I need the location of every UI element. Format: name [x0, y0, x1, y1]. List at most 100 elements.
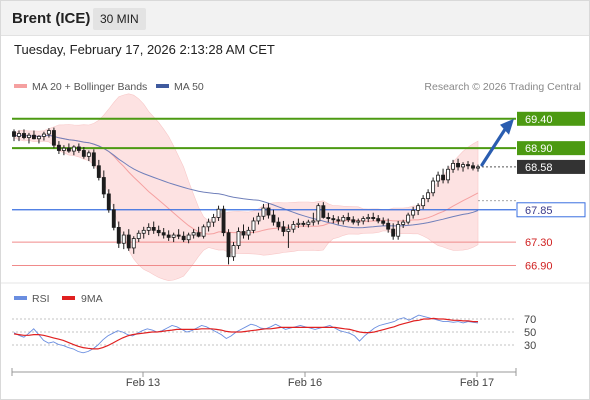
candle-body: [156, 229, 161, 234]
candle-body: [231, 245, 236, 258]
candle-body: [421, 198, 426, 207]
candle-body: [446, 168, 451, 181]
candle-body: [246, 229, 251, 236]
candle-body: [216, 208, 221, 218]
resistance-1-tag: [517, 141, 585, 156]
candle-body: [271, 214, 276, 223]
rsi-ma-legend-swatch: [62, 296, 75, 300]
candle-body: [196, 232, 201, 237]
candle-body: [276, 221, 281, 228]
candle-body: [71, 146, 76, 152]
candle-body: [381, 220, 386, 224]
candle-body: [211, 217, 216, 223]
rsi-ma-legend-label: 9MA: [81, 293, 103, 305]
candle-body: [346, 217, 351, 221]
candle-body: [296, 222, 301, 225]
ma50-legend-swatch: [156, 84, 169, 88]
research-credit: Research © 2026 Trading Central: [424, 81, 581, 93]
candle-body: [206, 221, 211, 228]
candle-body: [12, 131, 16, 137]
candle-body: [236, 231, 241, 246]
candle-body: [111, 209, 116, 228]
rsi-pane: [13, 314, 479, 354]
candle-body: [151, 226, 156, 231]
candle-body: [181, 235, 186, 241]
forecast-arrow-head: [500, 118, 514, 135]
candle-body: [401, 221, 406, 225]
candle-body: [226, 232, 231, 258]
pivot-label: 67.85: [525, 205, 553, 217]
x-axis: Feb 13 Feb 16 Feb 17: [11, 368, 517, 389]
candle-body: [371, 217, 376, 219]
rsi-legend-label: RSI: [32, 293, 50, 305]
candle-body: [306, 221, 311, 225]
ma20-legend-label: MA 20 + Bollinger Bands: [32, 81, 147, 93]
resistance-1-label: 68.90: [525, 143, 553, 155]
last-price-label: 68.58: [525, 162, 553, 174]
candle-body: [286, 228, 291, 232]
candle-body: [256, 215, 261, 222]
candle-body: [456, 163, 460, 168]
forecast-arrow-shaft: [480, 126, 508, 167]
candle-body: [341, 217, 346, 222]
candle-body: [356, 220, 361, 223]
candle-body: [126, 234, 131, 249]
support-1-label: 67.30: [525, 237, 553, 249]
candle-body: [221, 208, 226, 234]
instrument-title: Brent (ICE): [12, 10, 91, 27]
candle-body: [176, 234, 181, 237]
candle-body: [461, 164, 465, 168]
candle-body: [27, 134, 31, 138]
candle-body: [91, 152, 96, 167]
candle-body: [22, 133, 26, 138]
candle-body: [131, 238, 136, 249]
candle-body: [261, 207, 266, 217]
rsi-ma-line: [13, 317, 478, 350]
candle-body: [321, 205, 326, 218]
rsi-tick-label: 50: [524, 327, 536, 339]
candle-body: [241, 231, 246, 236]
x-tick-label: Feb 16: [288, 377, 322, 389]
candle-body: [331, 218, 336, 221]
candle-body: [471, 165, 475, 169]
candle-body: [141, 229, 146, 234]
candle-body: [166, 234, 171, 238]
candle-body: [376, 218, 381, 222]
candle-body: [36, 135, 41, 140]
timestamp: Tuesday, February 17, 2026 2:13:28 AM CE…: [14, 42, 275, 57]
ma50-legend-label: MA 50: [174, 81, 204, 93]
candle-body: [171, 234, 176, 238]
candle-body: [301, 222, 306, 225]
candlesticks: [12, 127, 480, 265]
support-2-label: 66.90: [525, 261, 553, 273]
candle-body: [136, 232, 141, 239]
rsi-tick-label: 30: [524, 340, 536, 352]
candle-body: [426, 192, 431, 200]
timeframe-badge[interactable]: 30 MIN: [93, 8, 146, 30]
candle-body: [56, 144, 61, 151]
candle-body: [66, 147, 71, 152]
candle-body: [146, 226, 151, 231]
candle-body: [406, 214, 411, 223]
candle-body: [291, 224, 296, 230]
moving-averages: [13, 134, 479, 235]
candle-body: [281, 226, 286, 232]
candle-body: [106, 193, 111, 211]
candle-body: [266, 207, 271, 216]
candle-body: [336, 219, 341, 222]
candle-body: [251, 220, 256, 231]
candle-body: [326, 217, 331, 219]
candle-body: [201, 226, 206, 237]
x-tick-label: Feb 13: [126, 377, 160, 389]
candle-body: [416, 205, 421, 211]
rsi-line: [13, 314, 479, 354]
candle-body: [191, 232, 196, 236]
candle-body: [32, 134, 36, 140]
resistance-2-label: 69.40: [525, 114, 553, 126]
candle-body: [61, 147, 66, 151]
candle-body: [316, 205, 321, 222]
ma50-line: [13, 134, 479, 229]
candle-body: [96, 165, 101, 178]
candle-body: [121, 234, 126, 244]
